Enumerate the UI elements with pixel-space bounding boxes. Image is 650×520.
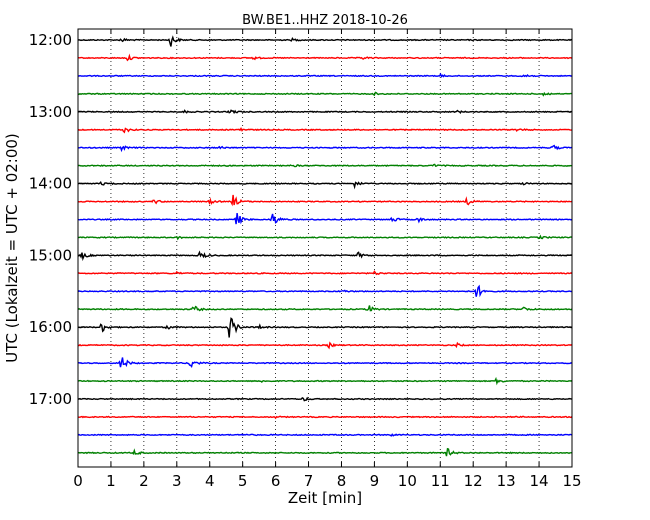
x-tick-label: 4 bbox=[205, 472, 215, 490]
y-axis-label: UTC (Lokalzeit = UTC + 02:00) bbox=[3, 133, 21, 363]
trace-line bbox=[77, 109, 573, 115]
x-tick-label: 0 bbox=[73, 472, 83, 490]
x-tick-label: 7 bbox=[304, 472, 314, 490]
x-tick-label: 6 bbox=[271, 472, 281, 490]
trace-line bbox=[77, 234, 573, 241]
x-tick-label: 2 bbox=[139, 472, 149, 490]
trace-line bbox=[77, 53, 573, 62]
trace-line bbox=[77, 357, 573, 368]
x-tick-label: 1 bbox=[106, 472, 116, 490]
trace-line bbox=[77, 433, 573, 437]
trace-line bbox=[77, 447, 573, 457]
trace-line bbox=[77, 127, 572, 134]
chart-title: BW.BE1..HHZ 2018-10-26 bbox=[242, 13, 408, 28]
trace-line bbox=[77, 163, 572, 168]
trace-line bbox=[77, 250, 573, 262]
trace-line bbox=[77, 35, 573, 47]
trace-line bbox=[78, 396, 573, 402]
trace-line bbox=[77, 317, 573, 338]
x-tick-label: 5 bbox=[238, 472, 248, 490]
x-tick-label: 14 bbox=[530, 472, 549, 490]
x-tick-label: 9 bbox=[370, 472, 380, 490]
y-tick-label: 13:00 bbox=[29, 103, 72, 121]
axis-ticks: 0 1 2 3 4 5 6 7 8 9 10 11 12 13 14 1512:0013:0014:0015:… bbox=[29, 29, 582, 490]
x-tick-label: 8 bbox=[337, 472, 347, 490]
trace-line bbox=[77, 305, 573, 312]
x-tick-label: 3 bbox=[172, 472, 182, 490]
y-tick-label: 12:00 bbox=[29, 31, 72, 49]
x-tick-label: 15 bbox=[562, 472, 581, 490]
trace-line bbox=[78, 72, 573, 78]
seismic-traces bbox=[77, 35, 573, 457]
trace-line bbox=[78, 415, 573, 420]
trace-line bbox=[77, 180, 573, 190]
trace-line bbox=[77, 194, 573, 207]
x-tick-label: 10 bbox=[398, 472, 417, 490]
x-tick-label: 13 bbox=[497, 472, 516, 490]
trace-line bbox=[77, 341, 573, 350]
trace-line bbox=[77, 284, 573, 298]
trace-line bbox=[77, 212, 573, 225]
x-axis-label: Zeit [min] bbox=[288, 489, 362, 507]
plot-frame bbox=[77, 28, 573, 468]
x-tick-label: 11 bbox=[431, 472, 450, 490]
trace-line bbox=[77, 91, 573, 97]
trace-line bbox=[78, 144, 573, 153]
y-tick-label: 15:00 bbox=[29, 246, 72, 264]
trace-line bbox=[78, 270, 573, 276]
x-tick-label: 12 bbox=[464, 472, 483, 490]
trace-line bbox=[77, 376, 573, 386]
y-tick-label: 17:00 bbox=[29, 390, 72, 408]
y-tick-label: 14:00 bbox=[29, 175, 72, 193]
y-tick-label: 16:00 bbox=[29, 318, 72, 336]
